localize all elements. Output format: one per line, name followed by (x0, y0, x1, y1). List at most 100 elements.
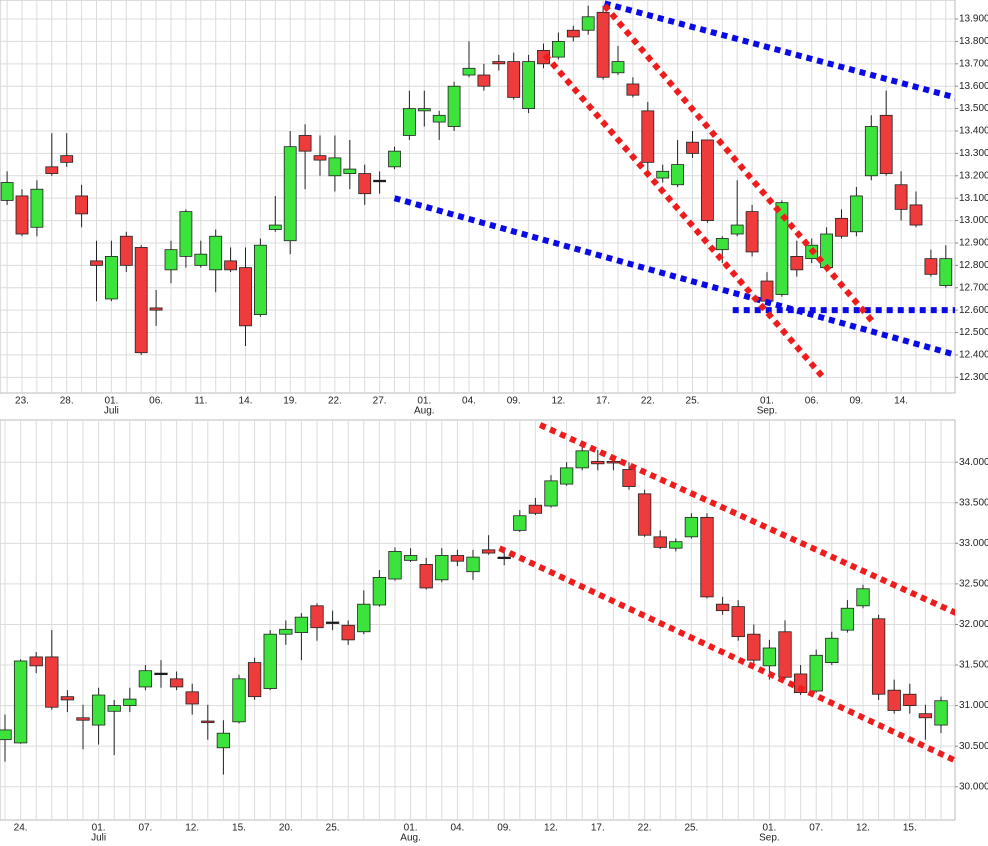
y-tick-label: 12.900 (959, 238, 988, 249)
candle-body (447, 85, 461, 127)
x-tick-label: 15. (903, 823, 917, 834)
candle-body (15, 195, 29, 235)
y-tick-label: 13.300 (959, 148, 988, 159)
x-tick-label: 25. (686, 396, 700, 407)
candle-body (840, 607, 855, 631)
candle-body (939, 258, 953, 286)
candle-body (357, 603, 371, 633)
candle-body (432, 114, 446, 123)
candle-body (611, 61, 625, 74)
x-tick-label: 07. (138, 823, 152, 834)
y-tick-label: 13.800 (959, 36, 988, 47)
candle-body (894, 184, 908, 210)
candle-body (591, 460, 605, 465)
x-tick-label: 28. (60, 396, 74, 407)
candle-body (313, 155, 327, 161)
trendline (542, 52, 828, 382)
x-tick-label: 17. (596, 396, 610, 407)
candle-body (492, 61, 506, 65)
x-tick-label: 17. (591, 823, 605, 834)
y-tick-label: 13.100 (959, 193, 988, 204)
candle-body (686, 141, 699, 154)
candle-body (825, 637, 839, 663)
x-tick-label: 24. (14, 823, 28, 834)
candle-body (835, 217, 848, 237)
candle-body (606, 460, 621, 464)
candle-body (91, 694, 106, 726)
candle-body (730, 224, 744, 235)
trendline (602, 3, 877, 326)
candle-body (419, 564, 433, 589)
candle-body (745, 211, 759, 253)
x-tick-label: 23. (15, 396, 29, 407)
candle-body (778, 631, 792, 678)
y-tick-label: 12.700 (959, 282, 988, 293)
candle-body (435, 555, 449, 581)
candle-body (185, 691, 199, 705)
x-tick-label: 11. (194, 396, 207, 407)
candle-body (850, 195, 863, 233)
candle-body (90, 260, 103, 266)
trendline (393, 195, 955, 358)
candle-body (544, 480, 558, 507)
x-tick-label: 15. (232, 823, 246, 834)
candle-body (477, 74, 491, 87)
candle-body (119, 235, 133, 266)
candle-body (684, 516, 699, 538)
y-tick-label: 13.400 (959, 126, 988, 137)
candle-body (497, 556, 511, 560)
candle-body (715, 238, 729, 251)
y-tick-label: 13.900 (959, 14, 988, 25)
y-tick-label: 12.400 (959, 350, 988, 361)
candle-body (462, 67, 476, 76)
candle-body (169, 678, 184, 688)
candle-body (107, 705, 121, 712)
x-tick-label: 01. (760, 396, 774, 407)
candle-body (341, 624, 355, 641)
candle-body (762, 647, 777, 667)
candle-body (559, 467, 574, 485)
candle-body (575, 450, 589, 469)
candle-body (637, 493, 652, 536)
candle-body (154, 672, 168, 676)
candle-body (373, 179, 387, 183)
y-tick-label: 32.000 (959, 619, 988, 630)
candle-body (653, 536, 667, 548)
y-tick-label: 12.800 (959, 260, 988, 271)
candle-body (403, 555, 418, 561)
y-tick-label: 13.600 (959, 81, 988, 92)
candle-body (75, 195, 88, 215)
candle-body (450, 555, 465, 562)
candle-body (13, 660, 28, 744)
y-tick-label: 13.500 (959, 103, 988, 114)
x-tick-label: 04. (462, 396, 476, 407)
candle-body (924, 258, 938, 275)
y-tick-label: 30.500 (959, 741, 988, 752)
candle-body (343, 168, 357, 174)
y-tick-label: 12.500 (959, 327, 988, 338)
x-month-label: Sep. (757, 406, 778, 417)
x-tick-label: 01. (762, 823, 776, 834)
x-tick-label: 14. (894, 396, 908, 407)
trendline (538, 422, 955, 616)
candle-body (239, 267, 252, 327)
candle-body (60, 155, 74, 163)
panel (0, 420, 955, 820)
x-tick-label: 20. (279, 823, 293, 834)
candle-body (179, 211, 193, 257)
candle-body (283, 146, 297, 242)
x-tick-label: 01. (92, 823, 106, 834)
candle-body (417, 108, 431, 112)
candle-body (864, 126, 878, 177)
candle-body (581, 16, 595, 31)
candle-body (903, 693, 917, 706)
candle-body (60, 696, 75, 701)
candle-body (513, 515, 527, 531)
candle-body (201, 720, 215, 724)
plot-frame (0, 0, 956, 394)
x-tick-label: 01. (417, 396, 431, 407)
y-tick-label: 13.000 (959, 215, 988, 226)
x-tick-label: 06. (149, 396, 163, 407)
